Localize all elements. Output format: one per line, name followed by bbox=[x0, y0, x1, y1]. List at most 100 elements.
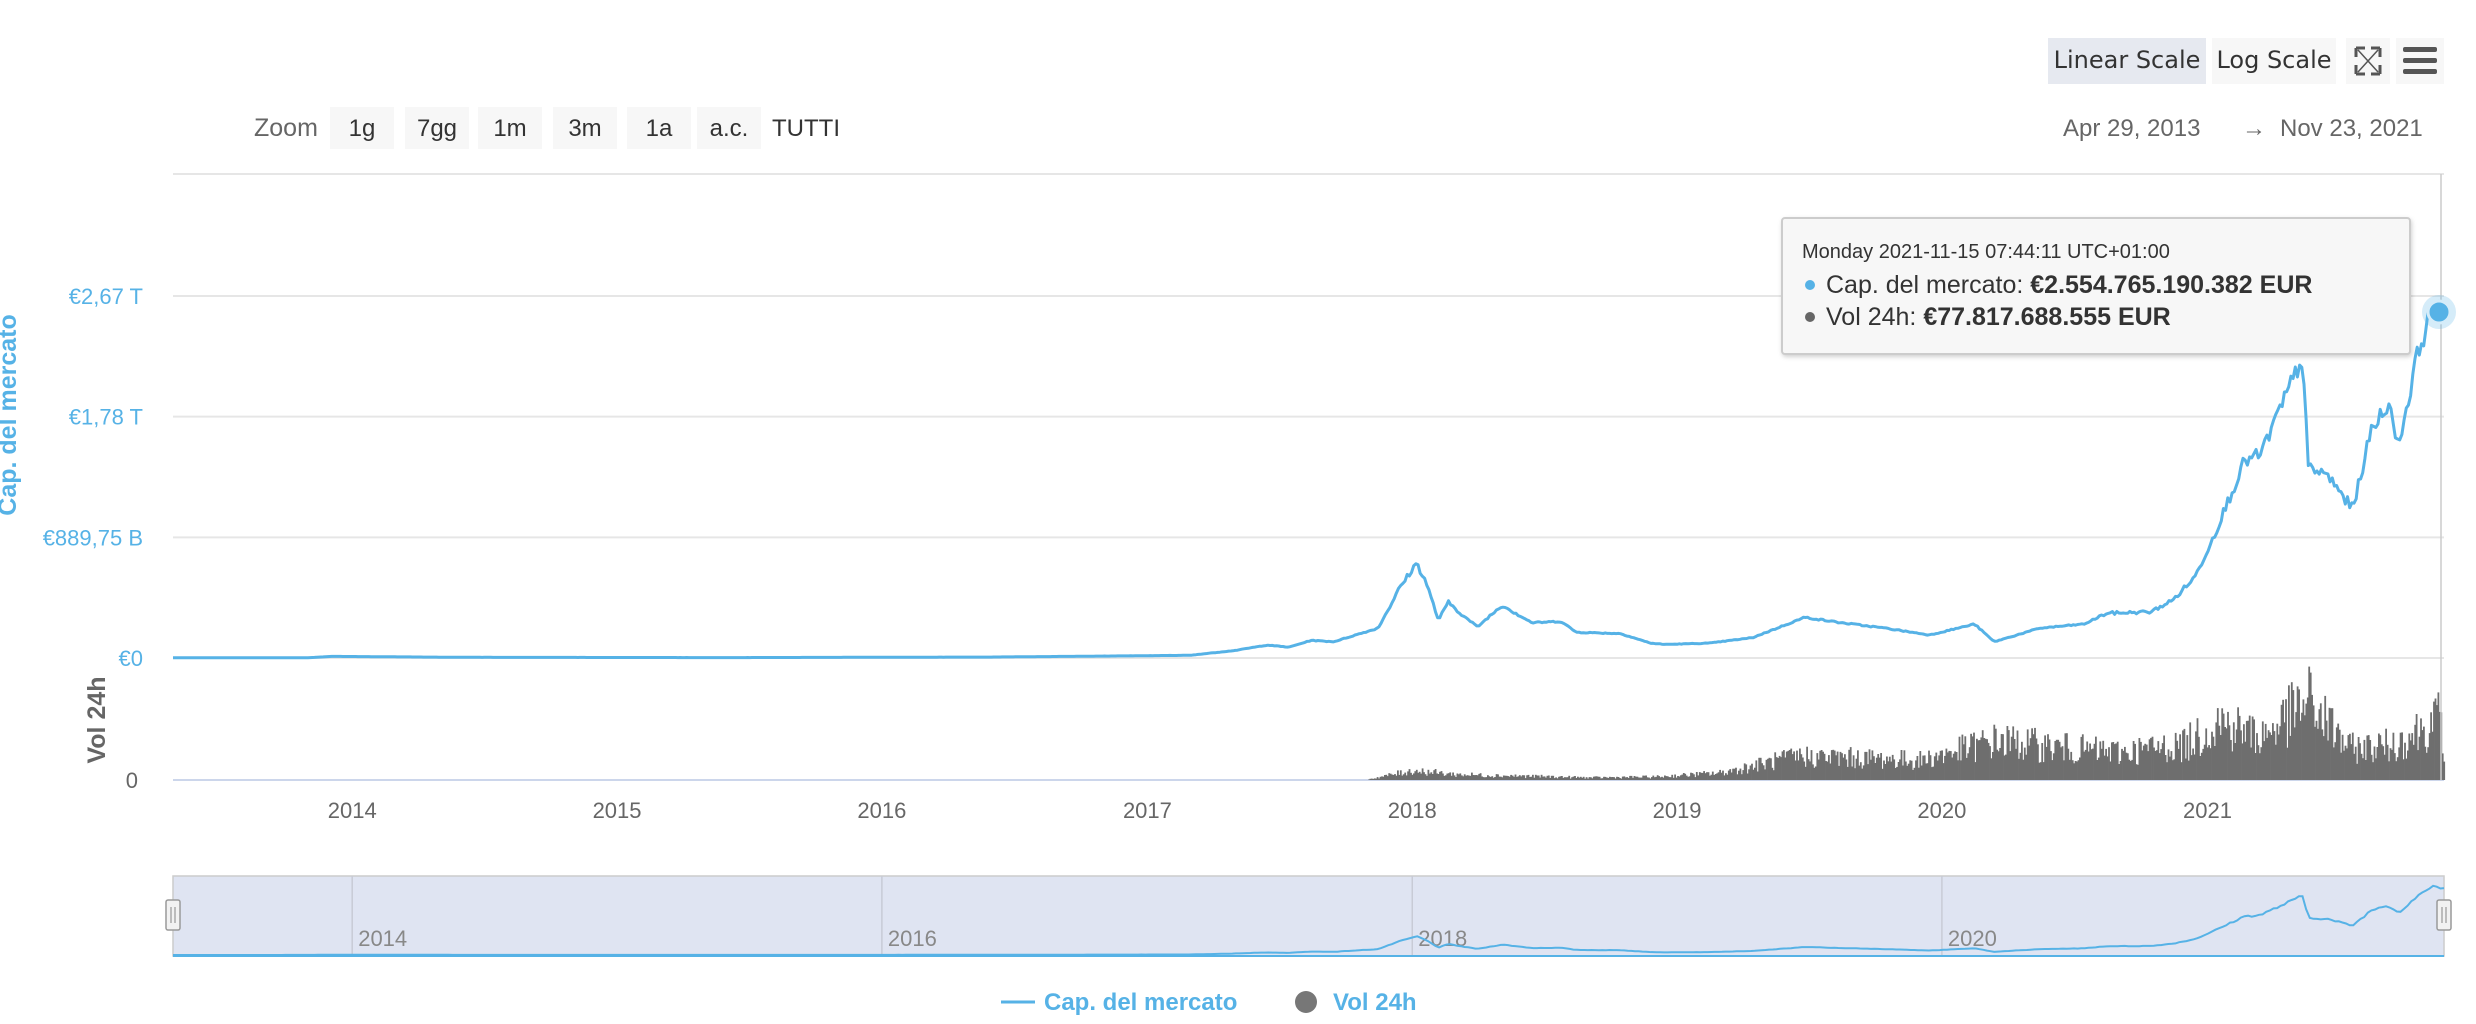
volume-bar bbox=[1517, 776, 1520, 780]
zoom-button-bg[interactable] bbox=[330, 107, 394, 149]
volume-bar bbox=[2389, 748, 2392, 780]
volume-bar bbox=[1880, 753, 1882, 780]
volume-bar bbox=[1687, 776, 1689, 780]
volume-bar bbox=[1497, 774, 1499, 780]
volume-bar bbox=[1918, 767, 1920, 780]
volume-bar bbox=[1936, 760, 1939, 780]
volume-bar bbox=[2061, 746, 2064, 780]
volume-bar bbox=[1841, 753, 1843, 780]
volume-bar bbox=[1568, 775, 1571, 780]
volume-bar bbox=[1926, 763, 1929, 780]
volume-bar bbox=[1487, 775, 1489, 780]
volume-bar bbox=[1730, 772, 1733, 780]
volume-bar bbox=[2055, 739, 2058, 780]
volume-bar bbox=[1973, 732, 1975, 780]
volume-bar bbox=[1909, 760, 1912, 780]
zoom-button-TUTTI[interactable]: TUTTI bbox=[772, 115, 840, 142]
volume-bar bbox=[2324, 695, 2327, 780]
zoom-button-1m[interactable]: 1m bbox=[493, 115, 526, 142]
volume-bar bbox=[2395, 761, 2398, 780]
volume-bar bbox=[1727, 770, 1730, 780]
volume-bar bbox=[2378, 733, 2380, 780]
volume-bar bbox=[1978, 740, 1981, 780]
log-scale-button[interactable]: Log Scale bbox=[2216, 46, 2331, 74]
volume-bar bbox=[2386, 744, 2389, 780]
volume-bar bbox=[2009, 751, 2012, 780]
log-scale-button-bg[interactable] bbox=[2212, 38, 2336, 84]
navigator-window[interactable] bbox=[172, 875, 2445, 957]
volume-bar bbox=[2151, 736, 2154, 780]
navigator[interactable]: 2014 2016 2018 2020 bbox=[165, 875, 2452, 957]
linear-scale-button-bg[interactable] bbox=[2048, 38, 2206, 84]
zoom-button-1g[interactable]: 1g bbox=[349, 115, 376, 142]
volume-bar bbox=[1758, 757, 1761, 780]
volume-bar bbox=[1610, 777, 1613, 780]
zoom-button-bg[interactable] bbox=[553, 107, 617, 149]
volume-bar bbox=[2360, 753, 2363, 780]
zoom-button-7gg[interactable]: 7gg bbox=[417, 115, 457, 142]
volume-bar bbox=[2364, 760, 2367, 780]
volume-bar bbox=[1823, 753, 1826, 780]
volume-bar bbox=[1504, 775, 1507, 780]
volume-bar bbox=[2256, 733, 2258, 780]
volume-bar bbox=[1938, 755, 1941, 780]
range-from-date[interactable]: Apr 29, 2013 bbox=[2063, 115, 2200, 142]
volume-bar bbox=[2311, 694, 2313, 780]
legend-item-vol[interactable]: Vol 24h bbox=[1333, 989, 1417, 1016]
volume-bar bbox=[1591, 778, 1594, 780]
volume-bar bbox=[1458, 774, 1460, 780]
legend: Cap. del mercato Vol 24h bbox=[1001, 989, 1417, 1016]
volume-bar bbox=[1414, 771, 1417, 780]
volume-bar bbox=[2158, 753, 2161, 780]
volume-bar bbox=[2356, 763, 2358, 780]
fullscreen-icon[interactable] bbox=[2346, 38, 2390, 84]
zoom-button-bg[interactable] bbox=[405, 107, 469, 149]
volume-bar bbox=[2346, 748, 2348, 780]
volume-bar bbox=[1990, 758, 1993, 780]
zoom-button-bg[interactable] bbox=[697, 107, 761, 149]
volume-bar bbox=[2084, 749, 2087, 780]
zoom-button-1a[interactable]: 1a bbox=[646, 115, 673, 142]
volume-bar bbox=[2096, 760, 2099, 780]
volume-bar bbox=[1813, 767, 1816, 780]
volume-bar bbox=[2251, 716, 2254, 780]
zoom-button-3m[interactable]: 3m bbox=[568, 115, 601, 142]
zoom-button-a.c.[interactable]: a.c. bbox=[710, 115, 749, 142]
volume-bar bbox=[2341, 734, 2344, 780]
range-to-date[interactable]: Nov 23, 2021 bbox=[2280, 115, 2423, 142]
volume-bar bbox=[2305, 703, 2308, 780]
navigator-left-handle[interactable] bbox=[165, 899, 181, 931]
volume-bar bbox=[1678, 776, 1681, 780]
volume-bar bbox=[1524, 778, 1527, 780]
menu-icon[interactable] bbox=[2396, 38, 2444, 84]
volume-bar bbox=[2375, 758, 2377, 780]
volume-bar bbox=[2357, 737, 2360, 780]
x-tick-label: 2021 bbox=[2183, 798, 2232, 823]
volume-bar bbox=[1658, 776, 1660, 780]
volume-bar bbox=[2330, 708, 2332, 780]
volume-bar bbox=[2418, 736, 2421, 780]
navigator-right-handle[interactable] bbox=[2436, 899, 2452, 931]
volume-bar bbox=[2347, 735, 2350, 780]
volume-bar bbox=[2376, 747, 2379, 780]
volume-bar bbox=[1386, 776, 1389, 780]
zoom-button-bg[interactable] bbox=[478, 107, 542, 149]
zoom-button-bg[interactable] bbox=[627, 107, 691, 149]
volume-bar bbox=[1767, 758, 1769, 780]
volume-bar bbox=[1459, 773, 1462, 780]
volume-bar bbox=[1833, 750, 1836, 780]
volume-bar bbox=[1965, 757, 1968, 780]
volume-bar bbox=[2154, 750, 2157, 780]
legend-item-cap[interactable]: Cap. del mercato bbox=[1044, 989, 1237, 1016]
volume-bar bbox=[1955, 752, 1958, 780]
volume-bar bbox=[2253, 719, 2255, 780]
volume-bar bbox=[1974, 762, 1977, 780]
navigator-tick-label: 2020 bbox=[1948, 926, 1997, 951]
cap-tick-label: €0 bbox=[119, 646, 143, 671]
cap-tick-label: €1,78 T bbox=[69, 405, 143, 430]
linear-scale-button[interactable]: Linear Scale bbox=[2054, 46, 2201, 74]
volume-bar bbox=[1745, 764, 1748, 780]
navigator-tick-label: 2014 bbox=[358, 926, 407, 951]
volume-bar bbox=[1401, 775, 1404, 780]
volume-bar bbox=[2308, 666, 2311, 780]
